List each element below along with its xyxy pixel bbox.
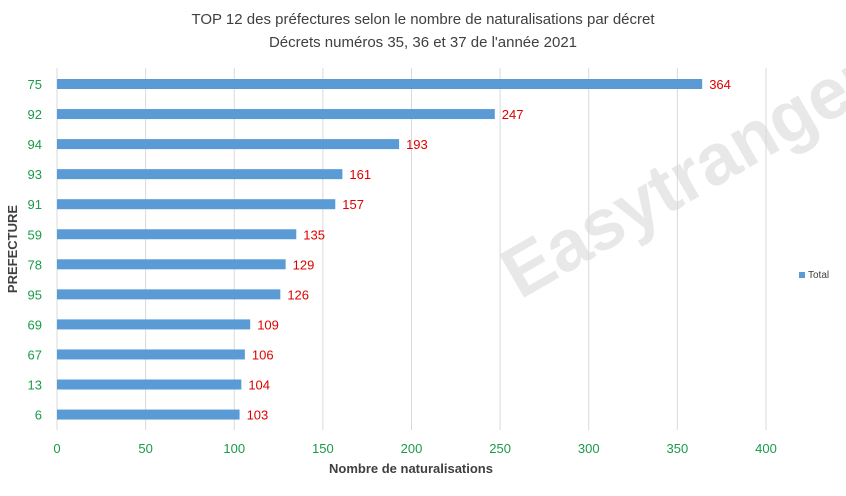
y-tick-label: 59	[28, 227, 42, 242]
y-tick-label: 95	[28, 287, 42, 302]
bar-69	[57, 319, 251, 330]
value-labels: 364 247 193 161 157 135 129 126 109 106 104 103	[247, 77, 731, 423]
y-tick-label: 92	[28, 107, 42, 122]
data-label: 129	[293, 257, 315, 272]
x-tick-label: 250	[489, 441, 511, 456]
y-tick-label: 94	[28, 137, 42, 152]
chart-subtitle: Décrets numéros 35, 36 et 37 de l'année …	[269, 34, 577, 51]
y-tick-label: 78	[28, 257, 42, 272]
x-tick-label: 300	[578, 441, 600, 456]
y-tick-label: 67	[28, 347, 42, 362]
data-label: 109	[257, 317, 279, 332]
bar-78	[57, 259, 286, 270]
watermark: Easytranger	[488, 36, 846, 313]
y-tick-label: 13	[28, 378, 42, 393]
bar-59	[57, 229, 297, 240]
data-label: 135	[303, 227, 325, 242]
data-label: 247	[502, 107, 524, 122]
data-label: 364	[709, 77, 731, 92]
y-tick-label: 75	[28, 77, 42, 92]
x-tick-label: 0	[53, 441, 60, 456]
legend: Total	[799, 270, 829, 281]
data-label: 106	[252, 347, 274, 362]
bar-95	[57, 289, 281, 300]
data-label: 104	[248, 378, 270, 393]
chart-title: TOP 12 des préfectures selon le nombre d…	[191, 11, 655, 28]
y-tick-label: 6	[35, 408, 42, 423]
x-tick-label: 150	[312, 441, 334, 456]
data-label: 161	[349, 167, 371, 182]
x-tick-label: 400	[755, 441, 777, 456]
bar-13	[57, 379, 242, 390]
bar-67	[57, 349, 245, 360]
bar-91	[57, 199, 336, 210]
bar-94	[57, 139, 400, 150]
x-tick-label: 200	[401, 441, 423, 456]
gridlines	[56, 68, 767, 430]
x-axis-title: Nombre de naturalisations	[329, 461, 493, 476]
data-label: 126	[287, 287, 309, 302]
y-tick-label: 91	[28, 197, 42, 212]
legend-swatch	[799, 272, 805, 278]
bar-75	[57, 79, 703, 89]
x-tick-labels: 0 50 100 150 200 250 300 350 400	[53, 441, 776, 456]
y-tick-labels: 75 92 94 93 91 59 78 95 69 67 13 6	[28, 77, 42, 423]
data-label: 157	[342, 197, 364, 212]
watermark-text: Easytranger	[488, 36, 846, 313]
data-label: 103	[247, 408, 269, 423]
y-tick-label: 69	[28, 317, 42, 332]
y-axis-title: PREFECTURE	[5, 205, 20, 293]
bar-6	[57, 409, 240, 420]
x-tick-label: 100	[223, 441, 245, 456]
legend-label: Total	[808, 270, 829, 281]
bar-92	[57, 109, 495, 120]
data-label: 193	[406, 137, 428, 152]
bar-93	[57, 169, 343, 180]
y-tick-label: 93	[28, 167, 42, 182]
x-tick-label: 350	[667, 441, 689, 456]
x-tick-label: 50	[138, 441, 152, 456]
bars	[57, 79, 703, 420]
